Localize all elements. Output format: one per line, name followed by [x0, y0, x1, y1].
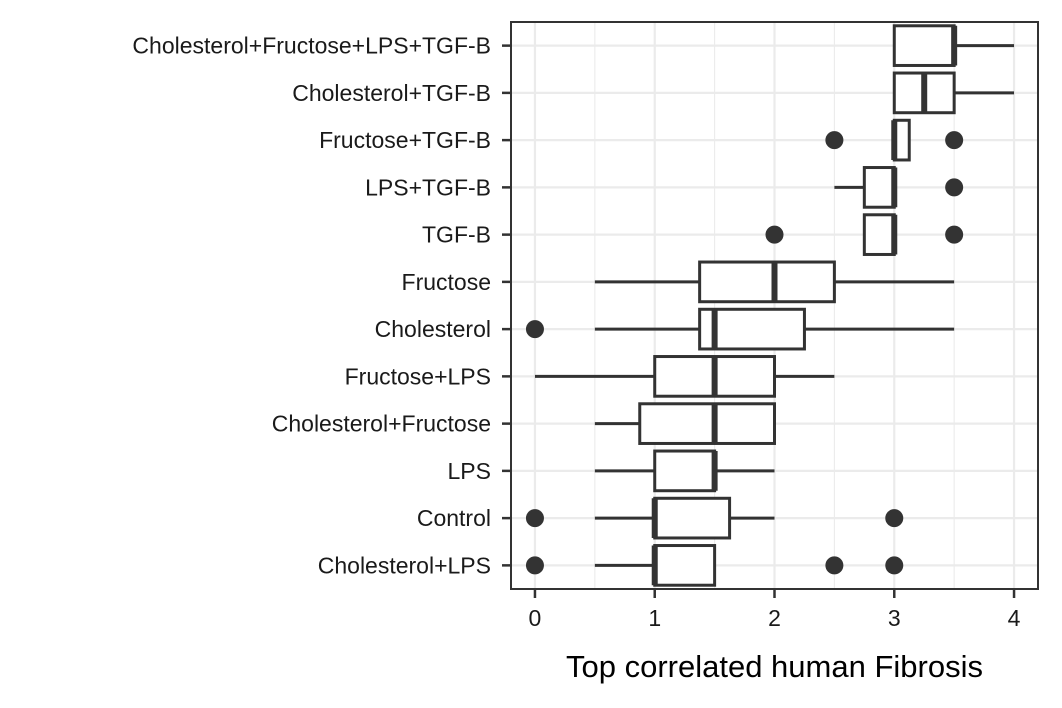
y-tick-label: TGF-B — [422, 222, 491, 248]
box-iqr — [653, 449, 717, 493]
y-tick-label: Control — [417, 505, 491, 531]
box-iqr — [862, 213, 896, 256]
x-tick-label: 2 — [768, 605, 781, 631]
box-iqr — [862, 166, 896, 209]
box-iqr — [698, 260, 836, 304]
box-cholesterol-tgf-b — [892, 71, 1015, 115]
y-tick-label: Cholesterol+LPS — [318, 552, 491, 578]
x-tick-label: 4 — [1008, 605, 1021, 631]
y-tick-label: LPS+TGF-B — [365, 174, 491, 200]
outlier-point — [885, 509, 904, 528]
box-iqr — [892, 24, 956, 67]
y-tick-label: LPS — [448, 458, 491, 484]
y-tick-label: Cholesterol+Fructose+LPS+TGF-B — [132, 33, 491, 59]
outlier-point — [525, 509, 544, 528]
outlier-point — [825, 131, 844, 150]
box-cholesterol-lps — [525, 544, 904, 587]
outlier-point — [945, 131, 964, 150]
y-tick-label: Cholesterol — [375, 316, 491, 342]
x-axis-title: Top correlated human Fibrosis — [566, 649, 983, 684]
grid-lines — [511, 22, 1038, 589]
y-tick-label: Fructose+TGF-B — [319, 127, 491, 153]
x-tick-label: 3 — [888, 605, 901, 631]
box-iqr — [653, 496, 732, 540]
box-tgf-b — [765, 213, 964, 256]
x-tick-label: 1 — [648, 605, 661, 631]
box-lps — [594, 449, 775, 493]
outlier-point — [825, 556, 844, 575]
y-tick-label: Fructose+LPS — [345, 363, 491, 389]
y-tick-label: Cholesterol+TGF-B — [292, 80, 491, 106]
y-tick-label: Cholesterol+Fructose — [272, 411, 491, 437]
outlier-point — [525, 556, 544, 575]
box-fructose-tgf-b — [825, 118, 964, 162]
outlier-point — [885, 556, 904, 575]
axes: Cholesterol+Fructose+LPS+TGF-B Cholestero… — [132, 33, 1020, 631]
box-cholesterol — [525, 307, 955, 351]
box-iqr — [638, 402, 776, 445]
x-tick-label: 0 — [529, 605, 542, 631]
box-fructose-lps — [534, 355, 835, 398]
outlier-point — [945, 225, 964, 244]
box-iqr — [653, 544, 717, 587]
outlier-point — [765, 225, 784, 244]
outlier-point — [525, 320, 544, 339]
box-lps-tgf-b — [834, 166, 964, 209]
y-tick-label: Fructose — [402, 269, 491, 295]
box-cholesterol-fructose-lps-tgf-b — [892, 24, 1015, 67]
box-control — [525, 496, 904, 540]
box-cholesterol-fructose — [594, 402, 776, 445]
boxes — [525, 24, 1015, 587]
outlier-point — [945, 178, 964, 197]
box-fructose — [594, 260, 955, 304]
